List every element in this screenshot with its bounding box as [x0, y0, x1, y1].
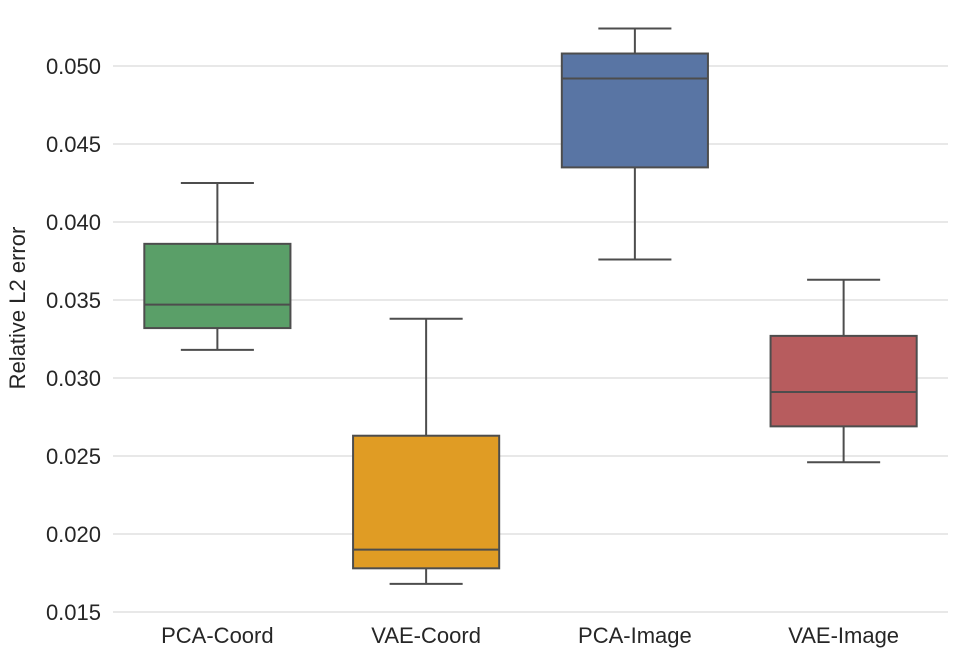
y-tick-label: 0.025: [46, 444, 101, 469]
box-group-vae-image: [769, 278, 918, 464]
x-tick-label: VAE-Image: [788, 623, 899, 648]
x-tick-label: PCA-Image: [578, 623, 692, 648]
y-tick-label: 0.030: [46, 366, 101, 391]
y-tick-label: 0.015: [46, 600, 101, 625]
box-group-vae-coord: [352, 317, 501, 585]
box: [560, 52, 709, 169]
box-layer: [143, 27, 918, 585]
y-tick-label: 0.045: [46, 132, 101, 157]
box: [143, 242, 292, 330]
box-group-pca-coord: [143, 182, 292, 351]
y-axis-label: Relative L2 error: [5, 227, 30, 390]
x-tick-labels: PCA-Coord VAE-Coord PCA-Image VAE-Image: [161, 623, 899, 648]
y-tick-label: 0.035: [46, 288, 101, 313]
y-tick-label: 0.020: [46, 522, 101, 547]
y-tick-label: 0.050: [46, 54, 101, 79]
box-group-pca-image: [560, 27, 709, 261]
y-tick-labels: 0.015 0.020 0.025 0.030 0.035 0.040 0.045 0.050: [46, 54, 101, 625]
box: [352, 434, 501, 570]
box: [769, 334, 918, 428]
y-tick-label: 0.040: [46, 210, 101, 235]
x-tick-label: VAE-Coord: [371, 623, 481, 648]
x-tick-label: PCA-Coord: [161, 623, 273, 648]
